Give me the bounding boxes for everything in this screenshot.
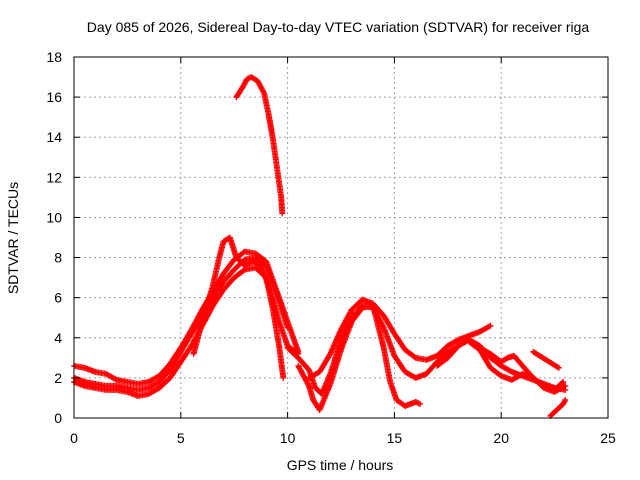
data-point (454, 337, 461, 344)
data-point (507, 368, 514, 375)
grid (74, 57, 608, 418)
data-point (112, 376, 119, 383)
y-axis-label: SDTVAR / TECUs (5, 182, 21, 294)
data-point (561, 398, 568, 405)
y-tick-label: 4 (54, 330, 62, 346)
data-point (260, 88, 267, 95)
axis-ticks: 0 5 10 15 20 25 0 2 4 6 8 10 12 14 16 18 (46, 49, 616, 446)
data-point (411, 353, 418, 360)
series-8 (305, 296, 494, 381)
data-point (279, 210, 286, 217)
data-point (560, 383, 567, 390)
y-tick-label: 18 (46, 49, 62, 65)
y-tick-label: 0 (54, 410, 62, 426)
series-11 (476, 344, 567, 393)
data-marks (71, 74, 569, 419)
y-tick-label: 12 (46, 169, 62, 185)
data-point (562, 396, 569, 403)
chart-title: Day 085 of 2026, Sidereal Day-to-day VTE… (87, 19, 590, 35)
x-axis-label: GPS time / hours (287, 457, 394, 473)
y-tick-label: 6 (54, 290, 62, 306)
x-tick-label: 5 (177, 430, 185, 446)
series-13 (547, 396, 569, 419)
series-5 (233, 74, 286, 217)
x-tick-label: 25 (600, 430, 616, 446)
x-tick-label: 15 (387, 430, 403, 446)
data-point (487, 322, 494, 329)
data-point (555, 364, 562, 371)
y-tick-label: 10 (46, 209, 62, 225)
data-point (417, 400, 424, 407)
series-4 (190, 234, 302, 357)
data-point (305, 381, 312, 388)
series-1 (71, 264, 287, 399)
data-point (554, 364, 561, 371)
y-tick-label: 14 (46, 129, 62, 145)
data-point (559, 379, 566, 386)
data-point (560, 378, 567, 385)
data-point (562, 382, 569, 389)
y-tick-label: 8 (54, 250, 62, 266)
x-tick-label: 20 (493, 430, 509, 446)
data-point (486, 323, 493, 330)
y-tick-label: 16 (46, 89, 62, 105)
x-tick-label: 10 (280, 430, 296, 446)
data-point (280, 374, 287, 381)
x-tick-label: 0 (70, 430, 78, 446)
data-point (240, 267, 247, 274)
plot-frame (73, 56, 609, 419)
y-tick-label: 2 (54, 370, 62, 386)
series-12 (530, 348, 562, 371)
